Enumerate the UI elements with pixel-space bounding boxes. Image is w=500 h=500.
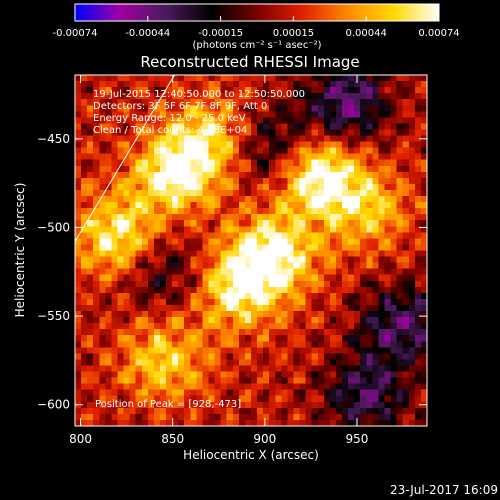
annotation-line: 19-Jul-2015 12:40:50.000 to 12:50:50.000 xyxy=(93,89,305,100)
limb-line xyxy=(74,74,175,242)
y-axis-ticks: −600 −550 −500 −450 xyxy=(37,132,427,412)
y-tick-label: −450 xyxy=(37,132,70,146)
annotation-line: Clean / Total counts: 4.28E+04 xyxy=(93,125,247,136)
timestamp: 23-Jul-2017 16:09 xyxy=(390,483,498,497)
colorbar: -0.00074 -0.00044 -0.00015 0.00015 0.00044 0.… xyxy=(53,3,460,51)
colorbar-label: (photons cm⁻² s⁻¹ asec⁻²) xyxy=(192,40,321,51)
y-tick-label: −550 xyxy=(37,309,70,323)
plot-frame xyxy=(74,74,428,427)
colorbar-tick-label: 0.00015 xyxy=(273,28,314,39)
annotation-line: Detectors: 3F 5F 6F 7F 8F 9F, Att 0 xyxy=(93,101,267,112)
y-axis-label: Heliocentric Y (arcsec) xyxy=(13,183,27,318)
y-tick-label: −500 xyxy=(37,220,70,234)
annotations: 19-Jul-2015 12:40:50.000 to 12:50:50.000… xyxy=(93,89,305,136)
peak-label: Position of Peak = [928,-473] xyxy=(95,399,241,410)
x-axis-ticks: 800 850 900 950 xyxy=(69,75,368,446)
chart-title: Reconstructed RHESSI Image xyxy=(140,53,359,71)
heatmap-image xyxy=(75,75,427,426)
colorbar-tick-label: -0.00044 xyxy=(125,28,170,39)
colorbar-tick-label: 0.00074 xyxy=(418,28,459,39)
x-axis-label: Heliocentric X (arcsec) xyxy=(183,448,319,462)
plot-area: 19-Jul-2015 12:40:50.000 to 12:50:50.000… xyxy=(37,74,428,446)
y-tick-label: −600 xyxy=(37,398,70,412)
colorbar-ticks: -0.00074 -0.00044 -0.00015 0.00015 0.00044 0.… xyxy=(53,16,460,39)
colorbar-tick-label: -0.00015 xyxy=(198,28,243,39)
colorbar-tick-label: -0.00074 xyxy=(53,28,98,39)
x-tick-label: 900 xyxy=(253,432,276,446)
x-tick-label: 950 xyxy=(346,432,369,446)
colorbar-tick-label: 0.00044 xyxy=(346,28,387,39)
x-tick-label: 850 xyxy=(161,432,184,446)
colorbar-gradient xyxy=(75,4,439,21)
colorbar-frame xyxy=(74,3,440,22)
annotation-line: Energy Range: 12.0 - 25.0 keV xyxy=(93,113,246,124)
x-tick-label: 800 xyxy=(69,432,92,446)
